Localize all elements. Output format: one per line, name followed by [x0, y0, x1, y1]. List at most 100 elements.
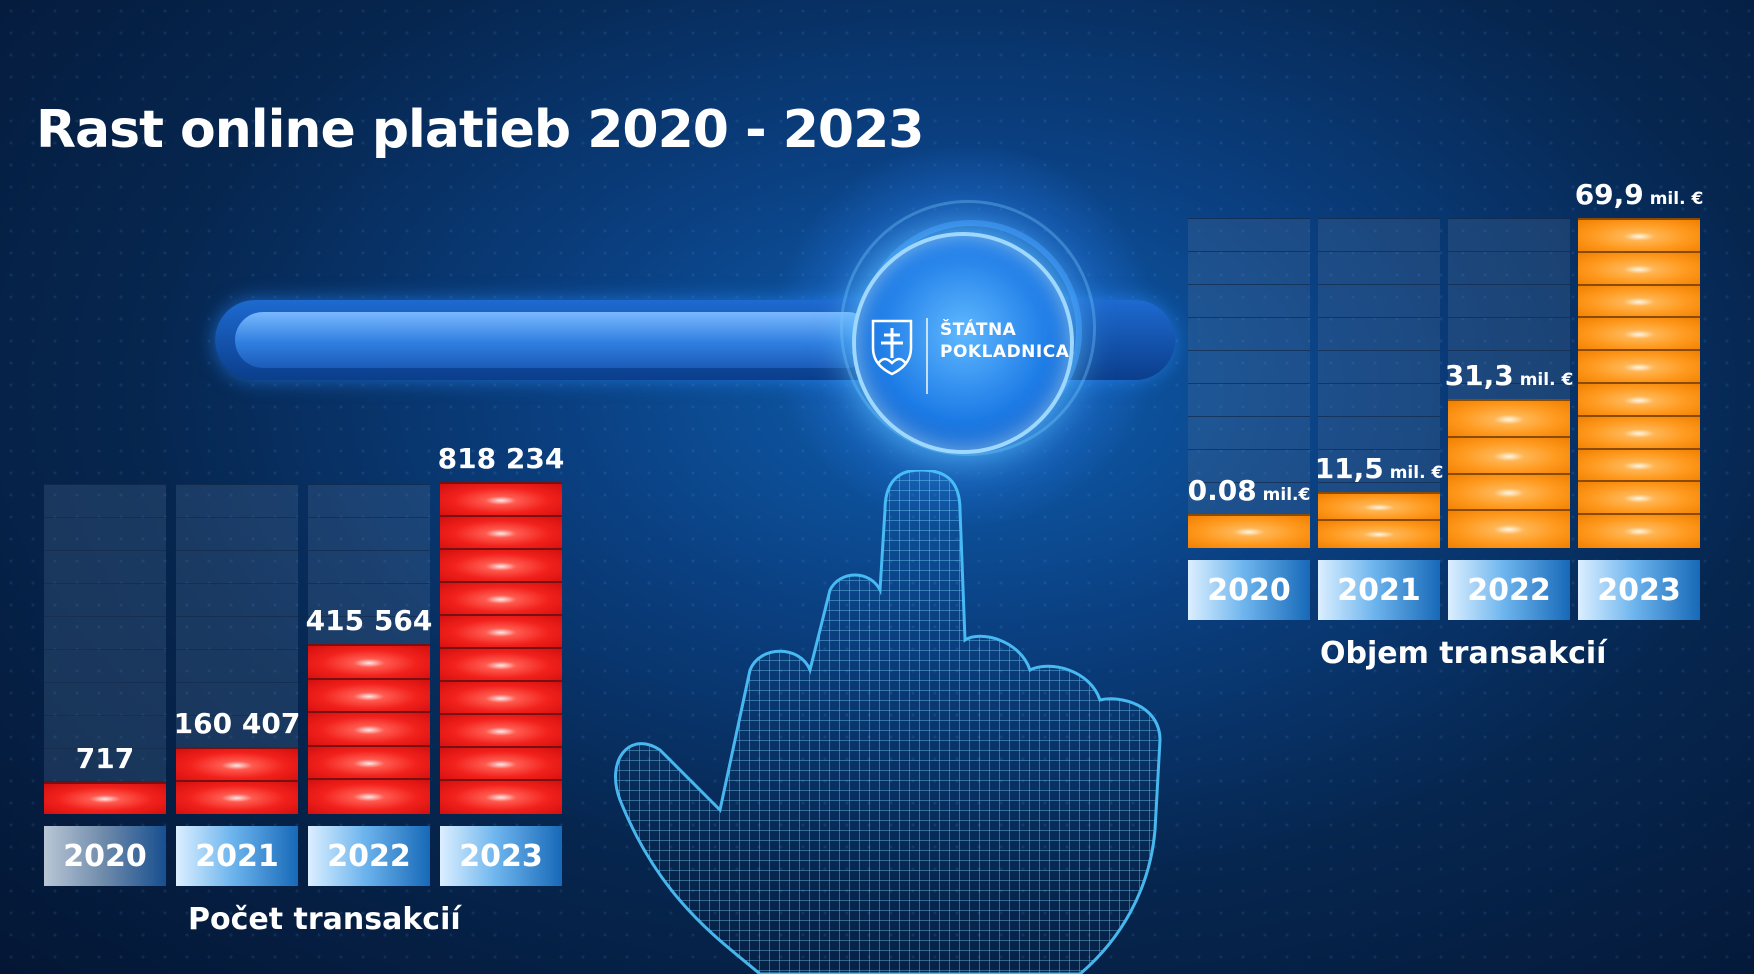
empty-segment [308, 550, 430, 584]
bar-segment [1318, 492, 1440, 521]
bar-segment [1578, 250, 1700, 286]
value-number: 0.08 [1187, 474, 1257, 507]
bar-2020 [44, 782, 166, 814]
year-label-2020: 2020 [44, 826, 166, 886]
value-label-2021: 11,5 mil. € [1298, 452, 1460, 485]
empty-segment [1188, 383, 1310, 417]
bar-segment [1578, 218, 1700, 253]
empty-segment [1318, 284, 1440, 318]
empty-segment [44, 616, 166, 650]
empty-segment [176, 583, 298, 617]
bar-segment [440, 614, 562, 649]
value-number: 31,3 [1444, 359, 1514, 393]
bar-2020 [1188, 514, 1310, 548]
empty-segment [1188, 218, 1310, 252]
bar-segment [440, 482, 562, 517]
bar-segment [1578, 349, 1700, 384]
bar-segment [1188, 514, 1310, 548]
bar-segment [308, 644, 430, 680]
empty-segment [1188, 449, 1310, 483]
empty-segment [1188, 350, 1310, 384]
year-label-2023: 2023 [440, 826, 562, 886]
empty-segment [176, 517, 298, 551]
bar-segment [440, 779, 562, 814]
year-label-2022: 2022 [1448, 560, 1570, 620]
year-label-2023: 2023 [1578, 560, 1700, 620]
bar-segment [1578, 382, 1700, 417]
bar-segment [440, 581, 562, 616]
logo-line-2: POKLADNICA [940, 342, 1070, 362]
empty-segment [308, 616, 430, 650]
bar-segment [440, 548, 562, 583]
bar-segment [1578, 414, 1700, 450]
bar-segment [44, 782, 166, 814]
bar-2022 [308, 644, 430, 814]
chart-caption: Počet transakcií [188, 902, 461, 937]
empty-segment [176, 484, 298, 518]
year-label-2020: 2020 [1188, 560, 1310, 620]
empty-segment [176, 550, 298, 584]
bar-segment [1448, 472, 1570, 512]
bar-segment [1578, 447, 1700, 483]
bar-2021 [176, 747, 298, 814]
empty-segment [1318, 317, 1440, 351]
logo-divider [926, 318, 928, 394]
page-title: Rast online platieb 2020 - 2023 [36, 100, 924, 160]
bar-segment [308, 711, 430, 747]
value-number: 818 234 [437, 442, 565, 475]
empty-segment [44, 715, 166, 749]
value-unit: mil. € [1513, 370, 1574, 391]
empty-segment [44, 484, 166, 518]
empty-segment [1318, 383, 1440, 417]
empty-segment [1188, 482, 1310, 516]
value-number: 415 564 [305, 604, 433, 638]
empty-segment [308, 484, 430, 518]
empty-segment [1318, 218, 1440, 252]
value-number: 69,9 [1574, 178, 1644, 211]
empty-segment [44, 682, 166, 716]
empty-segment [44, 649, 166, 683]
empty-segment [308, 517, 430, 551]
bar-segment [440, 746, 562, 781]
empty-segment [176, 715, 298, 749]
bar-segment [440, 647, 562, 682]
value-number: 11,5 [1314, 452, 1384, 486]
empty-segment [1318, 251, 1440, 285]
bar-2023 [440, 482, 562, 814]
bar-segment [1448, 435, 1570, 475]
slider-fill [235, 312, 875, 368]
empty-segment [1318, 350, 1440, 384]
value-label-2020: 0.08 mil.€ [1168, 474, 1330, 507]
bar-segment [440, 515, 562, 550]
value-unit: mil.€ [1256, 485, 1311, 505]
empty-segment [1188, 416, 1310, 450]
value-label-2022: 415 564 [288, 604, 450, 637]
bar-segment [440, 713, 562, 748]
coat-of-arms-icon [871, 319, 913, 376]
value-number: 717 [75, 742, 135, 775]
value-label-2022: 31,3 mil. € [1428, 359, 1590, 392]
bar-2021 [1318, 492, 1440, 548]
empty-segment [176, 649, 298, 683]
outer-ring [840, 200, 1096, 456]
empty-segment [1188, 317, 1310, 351]
wireframe-hand-icon [614, 470, 1162, 974]
chart-caption: Objem transakcií [1320, 636, 1607, 671]
empty-segment [1318, 449, 1440, 483]
empty-segment [44, 583, 166, 617]
bar-segment [308, 677, 430, 714]
year-label-2022: 2022 [308, 826, 430, 886]
bar-segment [440, 680, 562, 715]
bar-2022 [1448, 399, 1570, 548]
bar-segment [176, 747, 298, 782]
bar-segment [1578, 513, 1700, 548]
bar-segment [1578, 480, 1700, 516]
empty-segment [1318, 416, 1440, 450]
bar-segment [308, 744, 430, 781]
bar-segment [308, 778, 430, 814]
year-label-2021: 2021 [176, 826, 298, 886]
empty-segment [1448, 284, 1570, 318]
bar-segment [1318, 519, 1440, 548]
logo-line-1: ŠTÁTNA [940, 320, 1017, 340]
empty-segment [1188, 284, 1310, 318]
